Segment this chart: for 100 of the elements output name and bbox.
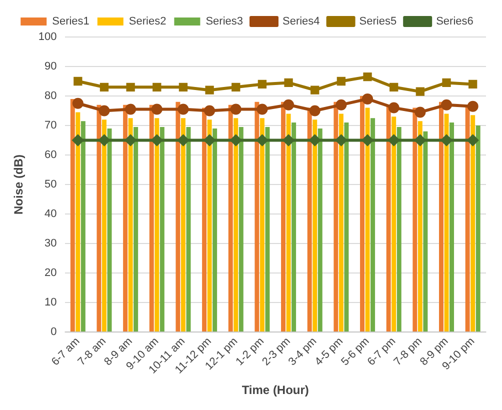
bar [344,122,349,332]
point [151,104,162,115]
bar [80,121,86,332]
bar [338,114,344,332]
bar [176,102,180,332]
bar [281,102,286,332]
y-tick-label: 100 [38,31,57,44]
legend-label: Series2 [128,16,166,28]
legend-label: Series4 [282,16,320,28]
point [309,105,320,116]
bar [134,126,138,332]
y-tick-label: 50 [44,178,57,191]
bar [123,104,128,332]
bar [392,116,396,332]
bar [128,118,133,332]
legend-label: Series6 [436,16,474,28]
point [467,134,478,146]
bar [360,96,364,332]
point [74,76,82,86]
bar [160,126,164,332]
point [283,99,294,110]
bar [312,120,318,332]
point [467,100,478,112]
point [363,72,372,82]
y-tick-label: 90 [44,60,57,73]
bar [154,118,160,332]
bar [412,108,418,332]
bar [396,126,402,332]
point [230,134,242,146]
point [152,82,162,92]
bar [476,125,480,332]
point [414,134,426,146]
point [441,99,452,110]
point [232,82,240,92]
point [468,80,478,89]
point [388,134,400,146]
point [336,99,347,110]
bar [292,122,296,332]
bar [180,118,186,332]
point [98,134,110,146]
bar [265,126,270,332]
point [205,86,214,94]
point [125,104,136,115]
bar [260,118,264,332]
bar [212,128,218,332]
bar [76,112,80,332]
point [230,104,242,115]
bar [470,115,476,332]
bar [334,102,338,332]
point [125,134,136,146]
point [72,98,84,109]
point [309,134,320,146]
point [72,134,84,146]
x-axis-title: Time (Hour) [242,383,309,398]
bar [439,102,444,332]
legend-label: Series5 [359,16,397,28]
point [390,82,398,92]
bar [286,114,291,332]
point [151,134,162,146]
point [178,134,189,146]
legend-label: Series1 [52,16,90,28]
bar [234,118,238,332]
bar [370,118,376,332]
point [178,104,189,115]
bar [386,104,391,332]
bar [96,104,102,332]
point [256,134,268,146]
bar [207,120,212,332]
y-tick-label: 0 [50,326,57,338]
point [362,93,374,104]
bar [202,108,207,332]
point [178,82,188,92]
bar [102,120,106,332]
bar [365,108,370,332]
bar [418,121,422,332]
bar [70,98,75,332]
y-tick-label: 60 [44,149,57,162]
legend-label: Series3 [206,16,243,28]
point [310,86,320,94]
y-tick-label: 80 [44,90,57,102]
point [204,134,216,146]
point [258,80,267,89]
y-tick-label: 70 [44,120,57,132]
point [283,134,294,146]
point [388,102,400,114]
point [98,105,110,116]
y-tick-label: 30 [44,238,57,250]
bar [228,104,233,332]
point [362,134,374,146]
bar [307,108,312,332]
bar [450,122,454,332]
point [256,104,268,115]
point [416,87,425,96]
point [442,78,451,88]
bar [149,104,154,332]
point [204,105,216,116]
bar [423,131,428,332]
point [284,78,293,88]
bar [254,102,260,332]
y-axis-title: Noise (dB) [12,154,26,214]
